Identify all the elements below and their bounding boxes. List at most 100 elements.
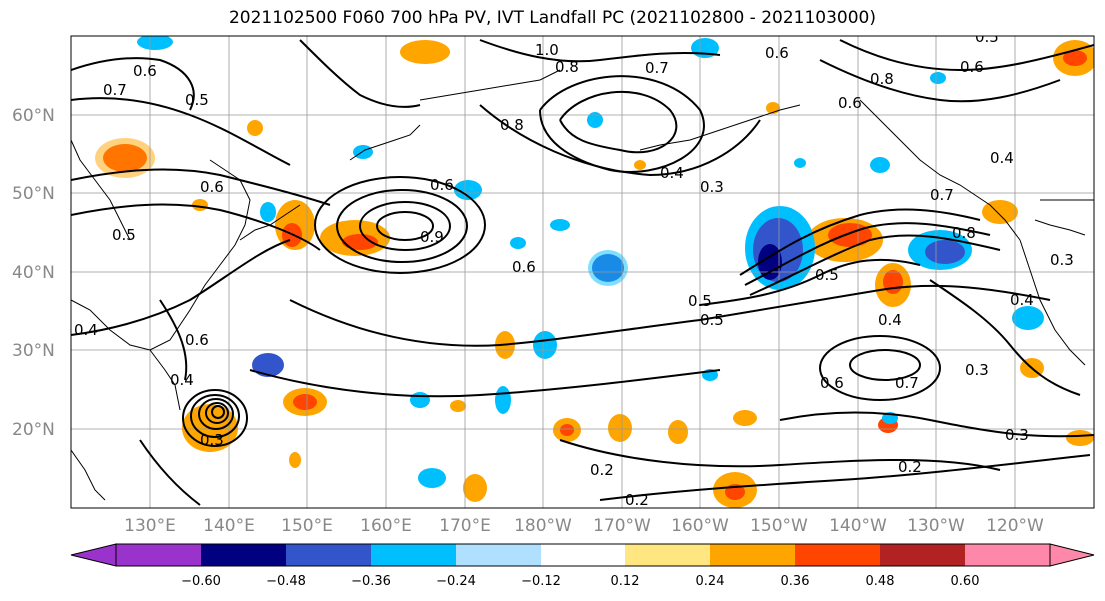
colorbar-segment bbox=[116, 544, 201, 566]
contour-label: 0.2 bbox=[590, 461, 614, 479]
contour-label: 0.3 bbox=[700, 178, 724, 196]
pv-blob bbox=[463, 474, 487, 502]
colorbar-segment bbox=[625, 544, 710, 566]
colorbar-tick: 0.48 bbox=[866, 574, 895, 589]
longitude-labels: 130°E 140°E 150°E 160°E 170°E 180°W 170°… bbox=[124, 516, 1044, 536]
colorbar-ticks: −0.60 −0.48 −0.36 −0.24 −0.12 0.12 0.24 … bbox=[181, 574, 979, 589]
pv-blob bbox=[260, 202, 276, 222]
contour-label: 0.6 bbox=[185, 331, 209, 349]
pv-blob bbox=[560, 424, 574, 436]
pv-blob bbox=[247, 120, 263, 136]
pv-blob bbox=[930, 72, 946, 84]
pv-blob bbox=[450, 400, 466, 412]
contour-label: 0.5 bbox=[185, 91, 209, 109]
pv-blob bbox=[289, 452, 301, 468]
colorbar-tick: −0.12 bbox=[521, 574, 561, 589]
pv-blob bbox=[510, 237, 526, 249]
pv-blob bbox=[252, 353, 284, 377]
pv-blob bbox=[454, 180, 482, 200]
pv-blob bbox=[293, 394, 317, 410]
contour-label: 0.8 bbox=[870, 70, 894, 88]
contour-label: 0.5 bbox=[815, 266, 839, 284]
lon-label: 160°W bbox=[671, 516, 729, 536]
colorbar-segment bbox=[710, 544, 795, 566]
pv-contours bbox=[71, 39, 1094, 506]
contour-label: 1.0 bbox=[535, 41, 559, 59]
lon-label: 130°E bbox=[124, 516, 176, 536]
colorbar-segment bbox=[286, 544, 371, 566]
contour-labels: 0.6 0.7 0.5 1.0 0.8 0.7 0.6 0.5 0.8 0.6 … bbox=[74, 28, 1074, 508]
contour-label: 0.2 bbox=[898, 458, 922, 476]
colorbar: −0.60 −0.48 −0.36 −0.24 −0.12 0.12 0.24 … bbox=[70, 543, 1095, 589]
colorbar-tick: −0.60 bbox=[181, 574, 221, 589]
pv-blob bbox=[550, 219, 570, 231]
contour-label: 0.6 bbox=[960, 58, 984, 76]
colorbar-tick: 0.24 bbox=[696, 574, 725, 589]
pv-blob bbox=[883, 270, 903, 294]
pv-blob bbox=[587, 112, 603, 128]
lon-label: 140°W bbox=[829, 516, 887, 536]
pv-blob bbox=[353, 145, 373, 159]
pv-shading bbox=[95, 36, 1094, 508]
colorbar-tick: −0.24 bbox=[436, 574, 476, 589]
pv-blob bbox=[925, 240, 965, 264]
contour-label: 0.8 bbox=[555, 58, 579, 76]
pv-blob bbox=[1066, 430, 1094, 446]
contour-label: 0.5 bbox=[112, 226, 136, 244]
colorbar-tick: −0.48 bbox=[266, 574, 306, 589]
contour-label: 0.8 bbox=[952, 224, 976, 242]
colorbar-tick: −0.36 bbox=[351, 574, 391, 589]
colorbar-tick: 0.12 bbox=[611, 574, 640, 589]
map-frame bbox=[70, 35, 1095, 509]
pv-blob bbox=[588, 250, 628, 286]
lon-label: 160°E bbox=[360, 516, 412, 536]
lon-label: 120°W bbox=[986, 516, 1044, 536]
lon-label: 140°E bbox=[203, 516, 255, 536]
pv-blob bbox=[668, 420, 688, 444]
colorbar-extend-left bbox=[70, 543, 117, 567]
lat-label: 30°N bbox=[12, 341, 55, 361]
pv-blob bbox=[137, 36, 173, 50]
contour-label: 0.6 bbox=[430, 176, 454, 194]
lon-label: 150°W bbox=[750, 516, 808, 536]
contour-label: 0.5 bbox=[700, 311, 724, 329]
colorbar-segment bbox=[965, 544, 1050, 566]
colorbar-segment bbox=[541, 544, 625, 566]
pv-blob bbox=[733, 410, 757, 426]
contour-label: 0.4 bbox=[1010, 291, 1034, 309]
contour-label: 0.4 bbox=[170, 371, 194, 389]
latitude-labels: 60°N 50°N 40°N 30°N 20°N bbox=[12, 106, 55, 440]
contour-label: 0.7 bbox=[645, 59, 669, 77]
contour-label: 0.6 bbox=[512, 258, 536, 276]
lat-label: 60°N bbox=[12, 106, 55, 126]
contour-label: 0.4 bbox=[878, 311, 902, 329]
contour-label: 0.6 bbox=[200, 178, 224, 196]
lat-label: 40°N bbox=[12, 263, 55, 283]
contour-label: 0.7 bbox=[895, 374, 919, 392]
contour-label: 0.9 bbox=[420, 228, 444, 246]
pv-blob bbox=[495, 386, 511, 414]
colorbar-segment bbox=[371, 544, 456, 566]
contour-label: 0.6 bbox=[838, 94, 862, 112]
pv-blob bbox=[794, 158, 806, 168]
pv-blob bbox=[870, 157, 890, 173]
pv-blob bbox=[1012, 306, 1044, 330]
colorbar-segment bbox=[201, 544, 286, 566]
lon-label: 150°E bbox=[281, 516, 333, 536]
contour-label: 0.3 bbox=[1050, 251, 1074, 269]
contour-label: 0.6 bbox=[765, 44, 789, 62]
pv-blob bbox=[418, 468, 446, 488]
pv-blob bbox=[828, 223, 872, 247]
contour-label: 0.5 bbox=[975, 28, 999, 46]
colorbar-segment bbox=[456, 544, 541, 566]
colorbar-extend-right bbox=[1049, 543, 1095, 567]
lon-label: 170°W bbox=[593, 516, 651, 536]
contour-label: 0.4 bbox=[74, 321, 98, 339]
pv-blob bbox=[634, 160, 646, 170]
colorbar-tick: 0.60 bbox=[951, 574, 980, 589]
lat-label: 50°N bbox=[12, 184, 55, 204]
lon-label: 170°E bbox=[439, 516, 491, 536]
pv-blob bbox=[608, 414, 632, 442]
lon-label: 130°W bbox=[907, 516, 965, 536]
colorbar-segment bbox=[880, 544, 965, 566]
